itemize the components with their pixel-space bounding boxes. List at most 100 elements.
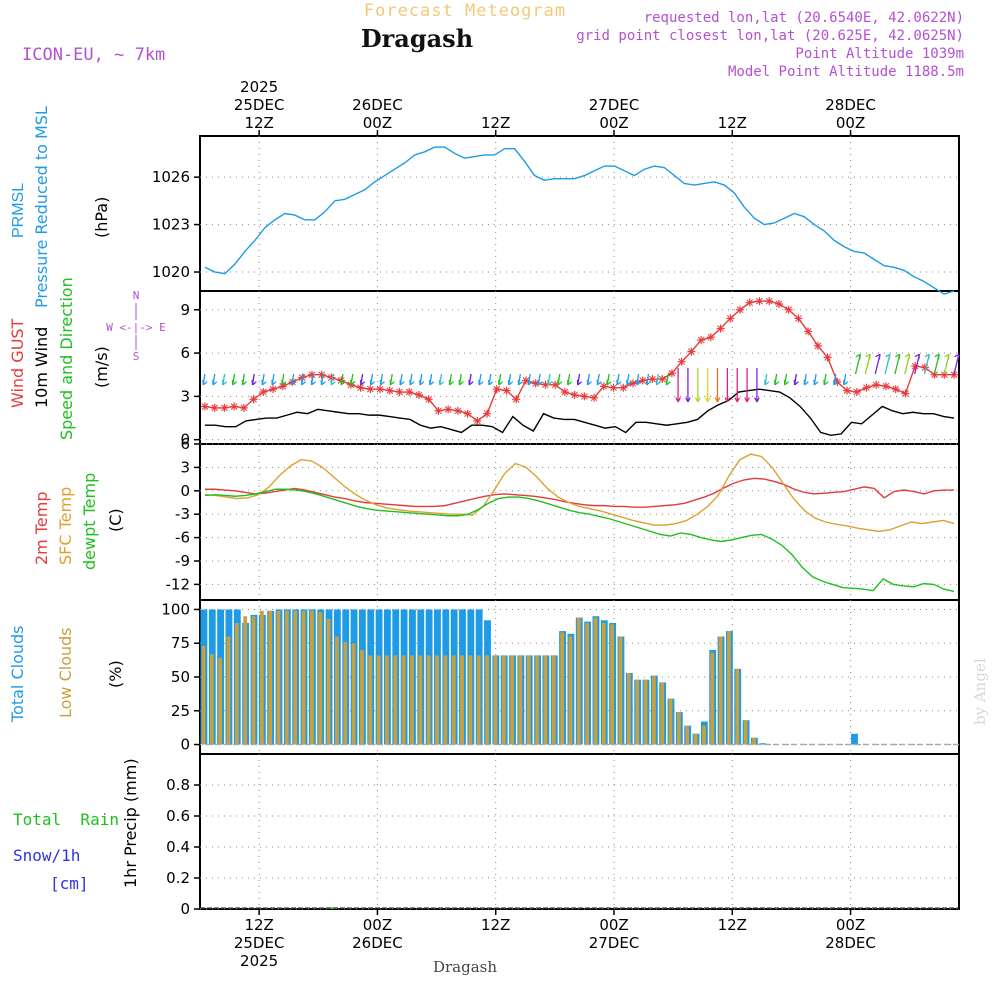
low-cloud-bar [568,636,573,745]
low-cloud-bar [585,622,590,745]
wind-arrow-head-b [222,381,228,386]
gust-marker-d2 [726,315,734,322]
wind-arrow [675,368,681,403]
pressure-unit-label: (hPa) [92,197,111,238]
wind-arrow [202,373,208,386]
low-cloud-bar [510,655,514,745]
low-cloud-bar [651,675,656,745]
wind-arrow-head-b [924,353,930,358]
wind-arrow-head-a [888,354,891,360]
gust-marker-d2 [581,393,588,400]
wind-arrow-head-b [597,381,602,386]
wind-arrow-head-b [439,381,445,386]
gust-marker-d2 [804,328,812,335]
gust-marker-d2 [366,385,374,393]
gust-marker [745,298,754,307]
gust-marker-d2 [512,395,520,403]
gust-marker [560,388,569,397]
gust-marker [911,362,920,371]
gust-marker-d2 [386,387,394,394]
wind-arrow-head-b [390,381,395,386]
temperature-sfc-temp-line [204,453,955,533]
gust-marker-d2 [872,381,880,389]
gust-marker-d2 [600,382,608,390]
low-cloud-bar [702,725,706,745]
wind-arrow [813,373,819,386]
wind-arrow-head-b [774,381,780,386]
wind-arrow-head-b [756,397,760,403]
top-date-label: 27DEC [589,96,640,114]
wind-arrow-head-b [944,353,950,358]
wind-arrow-head-b [954,353,960,358]
wind-arrow-head-b [677,397,681,403]
gust-marker-d2 [396,388,403,396]
wind-arrow-head-b [804,381,809,386]
wind-arrow-head-b [478,381,484,386]
wind-10m-wind-line [204,388,955,437]
total-clouds-label: Total Clouds [8,626,27,724]
wind-arrow-head-a [947,354,950,360]
low-cloud-bar [535,655,539,745]
temperature-dewpt-temp-line [204,488,955,593]
low-cloud-bar [560,632,565,745]
top-hour-label: 00Z [836,114,865,132]
gust-marker [483,409,492,418]
gust-marker [376,385,385,394]
gust-marker [667,369,676,378]
requested-coords: requested lon,lat (20.6540E, 42.0622N) [644,10,964,26]
temperature-ytick-label-1: 3 [180,458,190,476]
wind-arrow [884,353,891,375]
wind-arrow-head-b [697,397,701,403]
wind-arrow [754,368,760,403]
gust-marker [434,406,443,415]
top-year-label: 2025 [240,78,278,96]
wind-arrow-head-b [656,381,661,386]
wind-arrow [547,373,553,386]
gust-marker [881,382,890,391]
gust-marker-d2 [230,403,238,410]
wind-arrow [222,373,228,386]
wind10m-label: 10m Wind [32,327,51,408]
gust-marker [230,402,239,411]
precip-ytick-label-2: 0.4 [166,838,190,856]
gust-marker-d2 [678,358,686,366]
low-cloud-bar [201,645,206,745]
wind-arrow [843,373,849,386]
low-cloud-bar [743,720,748,745]
gust-marker [716,324,725,333]
clouds-ytick-label-4: 0 [180,736,190,754]
gust-marker-d2 [211,404,219,412]
wind-arrow [576,373,583,386]
gust-marker-d2 [619,384,627,392]
wind-arrow-head-b [202,381,208,386]
gust-marker [687,347,696,356]
wind-arrow-head-a [957,354,960,360]
wind-arrow [894,353,901,375]
gust-marker [210,403,219,412]
low-cloud-bar [576,617,581,745]
gust-marker [765,297,774,306]
low-cloud-bar [410,655,414,745]
wind-arrow [714,368,721,403]
temperature-labels: 2m Temp SFC Temp dewpt Temp (C) [32,473,125,570]
top-date-label: 25DEC [234,96,285,114]
wind-arrow-head-a [858,354,861,360]
low-cloud-bar [335,636,339,745]
gust-marker [405,388,414,397]
gust-marker [774,299,783,308]
wind-ytick-label-1: 3 [180,387,190,405]
low-cloud-bar [351,643,356,745]
gust-marker [385,386,394,395]
wind-arrow [369,373,376,386]
gust-marker-d2 [814,342,822,350]
wind-arrow [498,373,504,386]
wind-arrow [340,373,346,386]
temperature-ytick-label-4: -6 [175,529,190,547]
gust-marker [629,379,638,388]
gust-marker [307,370,316,379]
wind-arrow-head-b [666,381,671,386]
wind-arrow [596,373,602,386]
low-cloud-bar [727,631,731,745]
low-cloud-bar [326,618,331,745]
low-cloud-bar [685,725,690,745]
